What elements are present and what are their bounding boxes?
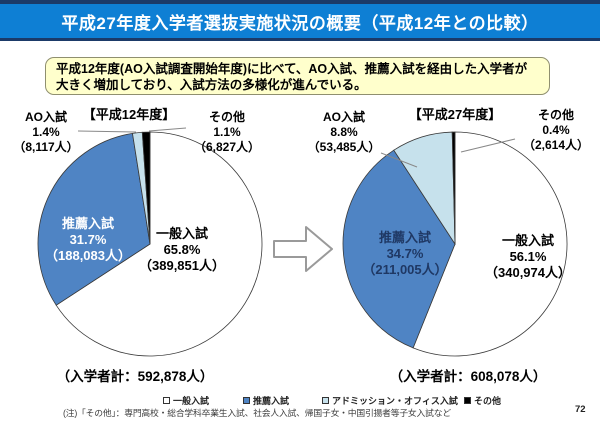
legend-label-ao: アドミッション・オフィス入試 — [332, 396, 458, 406]
legend-swatch-ao-icon — [322, 397, 329, 404]
pie-slice-一般入試 — [55, 131, 263, 357]
chart-heading-h12: 【平成12年度】 — [82, 107, 176, 122]
callout-ao-h27-name: AO入試 — [322, 110, 365, 124]
label-ippan-h12-pct: 65.8% — [163, 242, 201, 257]
legend-item-ippan: 一般入試 — [163, 394, 209, 407]
callout-ao-h12-pct: 1.4% — [32, 125, 60, 139]
callout-other-h12-pct: 1.1% — [213, 125, 241, 139]
transition-arrow-icon — [273, 226, 333, 272]
total-label-h27: （入学者計：608,078人） — [389, 369, 547, 384]
label-ippan-h12: 一般入試 65.8% （389,851人） — [130, 226, 234, 274]
legend-swatch-other-icon — [464, 397, 471, 404]
chart-heading-h27: 【平成27年度】 — [408, 107, 502, 122]
callout-ao-h12-count: （8,117人） — [13, 140, 79, 154]
label-suisen-h12-pct: 31.7% — [69, 232, 107, 247]
legend-label-other: その他 — [474, 396, 502, 406]
legend-swatch-ippan-icon — [163, 397, 170, 404]
summary-box: 平成12年度(AO入試調査開始年度)に比べて、AO入試、推薦入試を経由した入学者… — [45, 57, 550, 95]
callout-ao-h27: AO入試 8.8% （53,485人） — [300, 110, 388, 155]
label-ippan-h12-name: 一般入試 — [155, 226, 208, 241]
callout-ao-h27-count: （53,485人） — [307, 140, 381, 154]
callout-ao-h12: AO入試 1.4% （8,117人） — [2, 110, 90, 155]
callout-other-h12-name: その他 — [208, 110, 245, 124]
pie-slice-推薦入試 — [37, 132, 151, 306]
callout-ao-h27-pct: 8.8% — [330, 125, 358, 139]
total-label-h12: （入学者計：592,878人） — [56, 369, 214, 384]
callout-other-h12-count: （6,827人） — [193, 140, 261, 154]
label-suisen-h12-name: 推薦入試 — [61, 216, 114, 231]
label-suisen-h12-count: （188,083人） — [45, 248, 131, 263]
legend-label-suisen: 推薦入試 — [253, 396, 290, 406]
footnote: (注)「その他」：専門高校・総合学科卒業生入試、社会人入試、帰国子女・中国引揚者… — [63, 408, 451, 418]
label-ippan-h27-pct: 56.1% — [509, 249, 547, 264]
label-ippan-h12-count: （389,851人） — [139, 258, 225, 273]
label-suisen-h27-pct: 34.7% — [386, 246, 424, 261]
summary-line-1: 平成12年度(AO入試調査開始年度)に比べて、AO入試、推薦入試を経由した入学者… — [56, 62, 528, 76]
label-suisen-h27-count: （211,005人） — [362, 262, 448, 277]
pie-chart-h12 — [37, 131, 263, 357]
label-suisen-h12: 推薦入試 31.7% （188,083人） — [36, 216, 140, 264]
summary-line-2: 大きく増加しており、入試方法の多様化が進んでいる。 — [56, 78, 367, 92]
legend-swatch-suisen-icon — [243, 397, 250, 404]
pie-slice-推薦入試 — [342, 149, 456, 349]
legend-item-ao: アドミッション・オフィス入試 — [322, 394, 458, 407]
label-ippan-h27-count: （340,974人） — [485, 265, 571, 280]
callout-other-h27-pct: 0.4% — [542, 123, 570, 137]
legend-item-suisen: 推薦入試 — [243, 394, 289, 407]
label-ippan-h27-name: 一般入試 — [501, 233, 554, 248]
label-suisen-h27: 推薦入試 34.7% （211,005人） — [353, 230, 457, 278]
pie-slice-その他 — [141, 131, 151, 245]
callout-other-h12: その他 1.1% （6,827人） — [183, 110, 271, 155]
callout-other-h27-count: （2,614人） — [522, 138, 590, 152]
page-number: 72 — [575, 404, 586, 415]
title-bar: 平成27年度入学者選抜実施状況の概要（平成12年との比較） — [0, 0, 600, 41]
legend-item-other: その他 — [464, 394, 501, 407]
legend-label-ippan: 一般入試 — [173, 396, 210, 406]
callout-other-h27-name: その他 — [537, 108, 574, 122]
callout-ao-h12-name: AO入試 — [24, 110, 67, 124]
pie-slice-その他 — [451, 131, 456, 245]
page-title: 平成27年度入学者選抜実施状況の概要（平成12年との比較） — [61, 13, 539, 33]
label-suisen-h27-name: 推薦入試 — [378, 230, 431, 245]
label-ippan-h27: 一般入試 56.1% （340,974人） — [476, 233, 580, 281]
callout-other-h27: その他 0.4% （2,614人） — [512, 108, 600, 153]
